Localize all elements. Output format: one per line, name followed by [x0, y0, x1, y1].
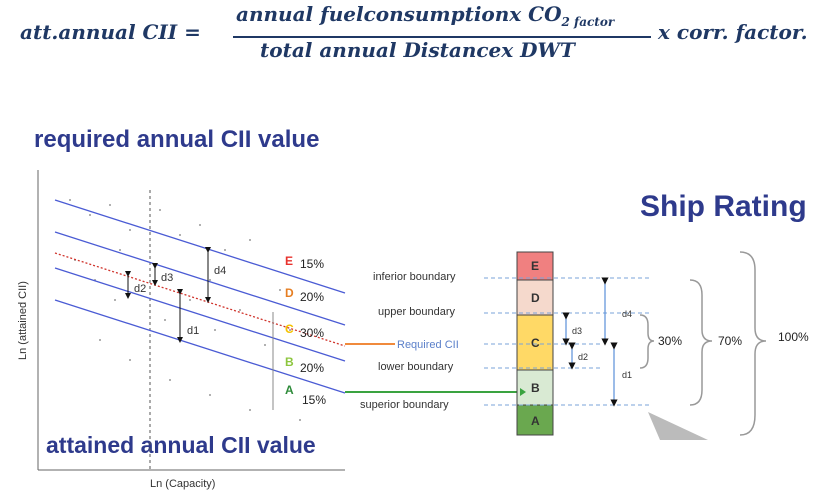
rating-distance-arrows: d4 d3 d2 d1 [562, 277, 632, 407]
ship-rating-heading: Ship Rating [640, 190, 807, 223]
required-heading: required annual CII value [34, 126, 320, 153]
grade-e-letter: E [285, 254, 293, 268]
boundary-line-2 [54, 231, 346, 326]
boundary-line-3 [54, 267, 346, 362]
cii-formula: att.annual CII = annual fuelconsumptionx… [0, 0, 838, 70]
pct-30: 30% [658, 334, 682, 348]
band-e [516, 251, 554, 281]
grade-a-pct: 15% [302, 393, 326, 407]
y-axis-label: Ln (attained CII) [17, 281, 29, 360]
grade-b-letter: B [285, 355, 294, 369]
grade-d-pct: 20% [300, 290, 324, 304]
formula-numerator-sub: 2 factor [561, 15, 615, 29]
formula-rhs: x corr. factor. [658, 20, 808, 44]
percent-braces [639, 251, 767, 436]
inferior-boundary-label: inferior boundary [373, 271, 456, 283]
grade-c-pct: 30% [300, 326, 324, 340]
superior-boundary-label: superior boundary [360, 399, 449, 411]
band-b [516, 369, 554, 406]
d4-label: d4 [214, 265, 226, 277]
formula-numerator-text: annual fuelconsumptionx CO [236, 2, 562, 26]
band-c-letter: C [531, 336, 540, 350]
pointer-triangle [648, 412, 708, 440]
left-chart: d3 d2 d4 d1 E 15% D 20% C 30% B 20% A 15… [17, 170, 346, 490]
required-cii-label: Required CII [397, 339, 459, 351]
pct-100: 100% [778, 330, 809, 344]
band-d-letter: D [531, 291, 540, 305]
formula-denominator: total annual Distancex DWT [260, 38, 575, 62]
band-b-letter: B [531, 381, 540, 395]
lower-boundary-label: lower boundary [378, 361, 454, 373]
boundary-line-4 [54, 299, 346, 394]
grade-d-letter: D [285, 286, 294, 300]
grade-e-pct: 15% [300, 257, 324, 271]
grade-a-letter: A [285, 383, 294, 397]
upper-boundary-label: upper boundary [378, 306, 456, 318]
boundary-labels: inferior boundary upper boundary Require… [360, 271, 650, 411]
x-axis-label: Ln (Capacity) [150, 478, 215, 490]
attained-marker [520, 388, 526, 396]
d3-rating-label: d3 [572, 326, 582, 336]
grade-c-letter: C [285, 322, 294, 336]
band-a-letter: A [531, 414, 540, 428]
pct-70: 70% [718, 334, 742, 348]
d1-rating-label: d1 [622, 370, 632, 380]
boundary-line-1 [54, 199, 346, 294]
d1-label: d1 [187, 325, 199, 337]
formula-lhs: att.annual CII = [20, 20, 201, 44]
brace-70 [689, 279, 713, 406]
grade-b-pct: 20% [300, 361, 324, 375]
d2-label: d2 [134, 283, 146, 295]
formula-numerator: annual fuelconsumptionx CO2 factor [236, 2, 614, 29]
brace-30 [639, 314, 655, 369]
formula-fraction-bar [233, 36, 651, 38]
d4-rating-label: d4 [622, 309, 632, 319]
attained-heading: attained annual CII value [46, 432, 316, 458]
scatter-points [69, 199, 301, 421]
required-line [54, 252, 346, 347]
d2-rating-label: d2 [578, 352, 588, 362]
d3-label: d3 [161, 272, 173, 284]
brace-100 [739, 251, 767, 436]
band-e-letter: E [531, 259, 539, 273]
